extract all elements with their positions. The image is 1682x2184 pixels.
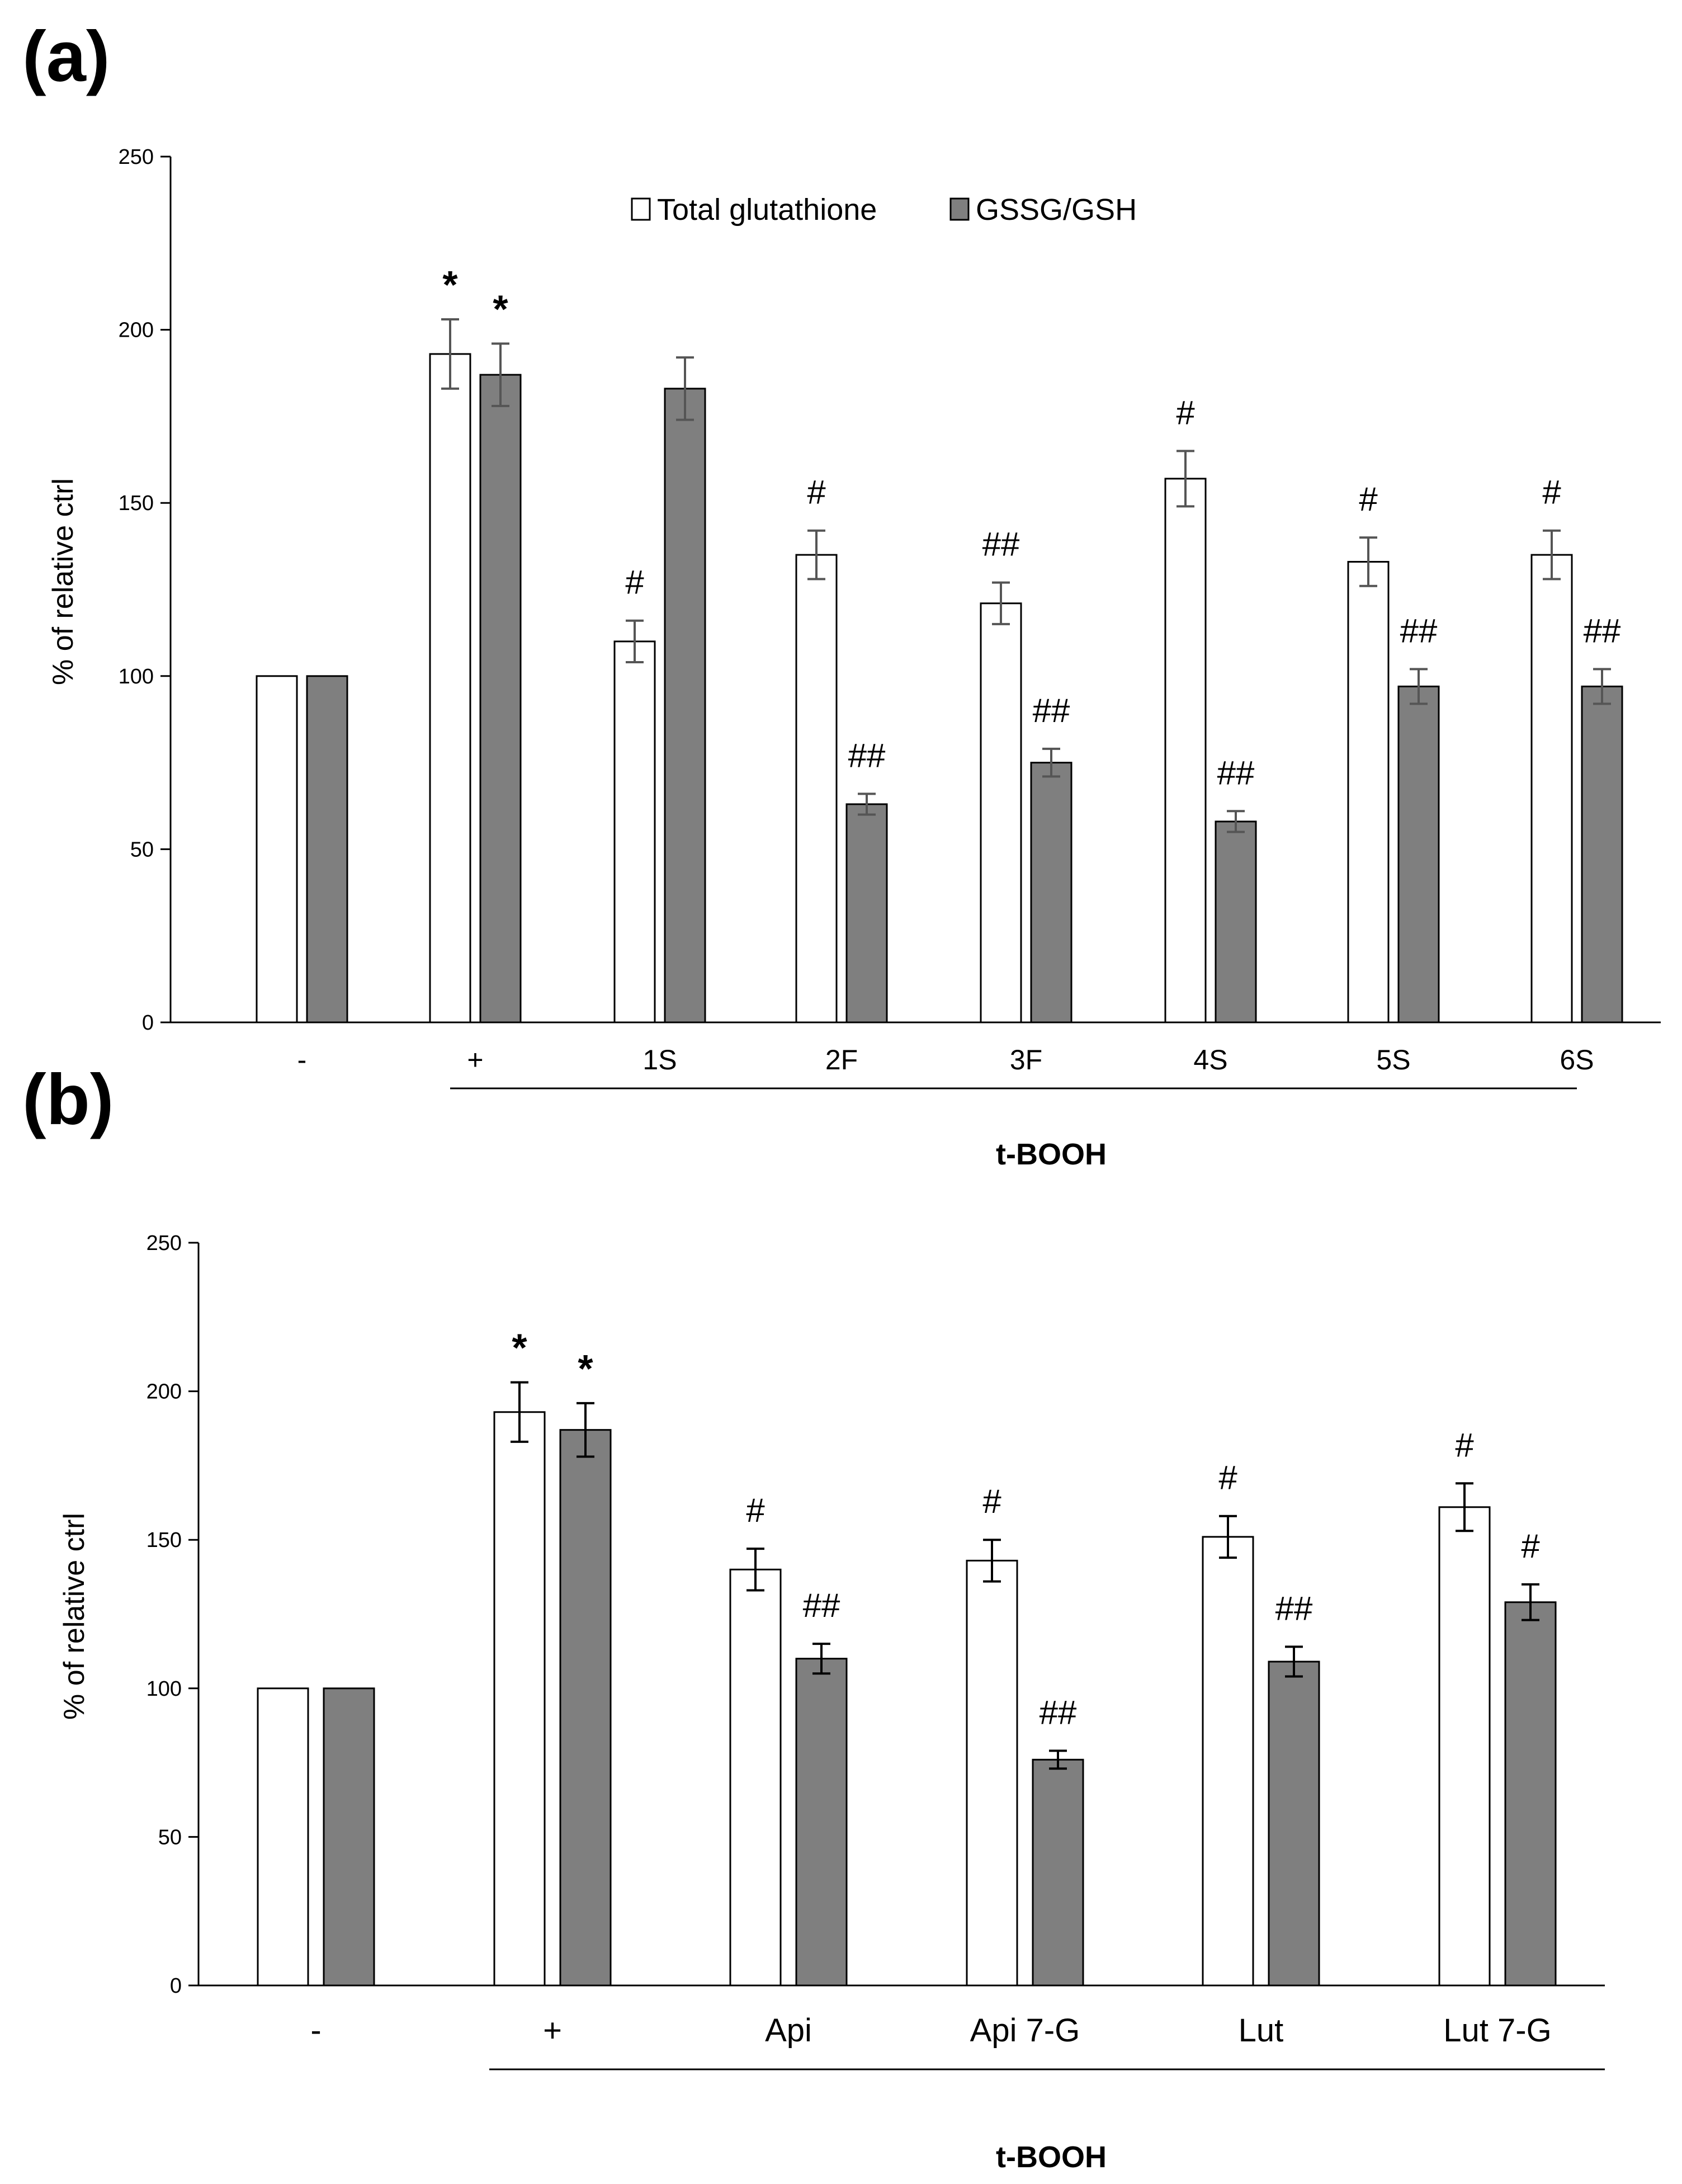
bar-total-glutathione (729, 1568, 782, 1987)
bar-total-glutathione (613, 640, 656, 1023)
bar-gssg-gsh (559, 1429, 612, 1987)
significance-hash: ## (1584, 612, 1621, 649)
bar-total-glutathione (795, 554, 838, 1023)
bar-gssg-gsh (479, 374, 522, 1023)
significance-hash: # (1218, 1459, 1237, 1497)
y-tick-label: 200 (147, 1380, 182, 1404)
significance-hash: ## (1400, 612, 1438, 649)
significance-hash: ## (848, 737, 886, 774)
panel-b-group-label: t-BOOH (996, 2140, 1107, 2174)
significance-hash: ## (982, 526, 1020, 563)
legend-swatch-gssg (949, 197, 970, 221)
significance-hash: # (1521, 1527, 1540, 1565)
bar-total-glutathione (429, 353, 471, 1023)
bar-total-glutathione (1438, 1506, 1491, 1987)
significance-hash: ## (1040, 1694, 1077, 1731)
y-tick-label: 50 (130, 838, 154, 861)
significance-star: * (493, 287, 508, 331)
x-tick-label: - (310, 2012, 321, 2049)
bar-total-glutathione (257, 1687, 309, 1987)
bar-total-glutathione (256, 675, 298, 1023)
legend-swatch-total (631, 197, 651, 221)
significance-star: * (512, 1326, 527, 1370)
x-tick-label: + (543, 2012, 562, 2049)
bar-total-glutathione (980, 602, 1022, 1023)
legend-label-gssg: GSSG/GSH (976, 193, 1137, 227)
significance-hash: # (1542, 474, 1561, 511)
y-tick-label: 0 (170, 1974, 182, 1998)
panel-b-label: (b) (22, 1060, 114, 1140)
significance-star: * (442, 263, 458, 306)
panel-b-ylabel: % of relative ctrl (58, 1513, 91, 1720)
bar-gssg-gsh (1032, 1758, 1084, 1987)
significance-hash: ## (1275, 1589, 1313, 1627)
legend-label-total: Total glutathione (657, 193, 877, 227)
x-tick-label: Lut (1239, 2012, 1284, 2049)
x-tick-label: Api 7-G (970, 2012, 1080, 2049)
significance-hash: # (1359, 480, 1378, 518)
significance-hash: # (807, 474, 826, 511)
y-tick-label: 250 (119, 145, 154, 169)
bar-gssg-gsh (323, 1687, 375, 1987)
significance-hash: # (1176, 394, 1195, 431)
y-tick-label: 200 (119, 319, 154, 342)
panel-a: (a) % of relative ctrl Total glutathione… (22, 17, 1661, 1171)
bar-gssg-gsh (845, 803, 888, 1023)
significance-hash: ## (803, 1587, 840, 1624)
x-tick-label: Lut 7-G (1443, 2012, 1551, 2049)
x-tick-label: 5S (1376, 1044, 1410, 1076)
x-tick-label: Api (765, 2012, 812, 2049)
significance-hash: # (982, 1483, 1001, 1520)
y-tick-label: 150 (119, 492, 154, 515)
x-tick-label: + (467, 1044, 483, 1076)
x-tick-label: - (297, 1044, 307, 1076)
bar-total-glutathione (1347, 560, 1390, 1023)
panel-a-legend: Total glutathione GSSG/GSH (631, 193, 1137, 227)
x-tick-label: 4S (1193, 1044, 1227, 1076)
y-tick-label: 100 (119, 665, 154, 688)
y-tick-label: 250 (147, 1232, 182, 1255)
panel-b: (b) % of relative ctrl 0 50 100 150 200 250 - +… (22, 1060, 1605, 2174)
significance-hash: ## (1217, 754, 1255, 791)
panel-a-ylabel: % of relative ctrl (47, 478, 79, 685)
bar-gssg-gsh (1581, 685, 1623, 1023)
significance-hash: # (625, 564, 644, 601)
y-tick-label: 0 (142, 1011, 154, 1035)
bar-gssg-gsh (1504, 1601, 1557, 1987)
bar-total-glutathione (1164, 478, 1207, 1023)
bar-total-glutathione (493, 1411, 546, 1987)
bar-gssg-gsh (1268, 1661, 1320, 1987)
x-tick-label: 6S (1560, 1044, 1594, 1076)
bar-gssg-gsh (306, 675, 348, 1023)
y-tick-label: 50 (158, 1825, 182, 1849)
panel-a-group-label: t-BOOH (996, 1138, 1107, 1171)
panel-a-label: (a) (22, 17, 110, 97)
bar-gssg-gsh (1030, 762, 1072, 1023)
significance-hash: # (746, 1492, 765, 1529)
bar-total-glutathione (1530, 554, 1573, 1023)
significance-hash: # (1455, 1426, 1474, 1464)
y-tick-label: 150 (147, 1529, 182, 1552)
bar-gssg-gsh (1215, 820, 1257, 1023)
significance-star: * (578, 1347, 593, 1390)
y-tick-label: 100 (147, 1677, 182, 1701)
bar-gssg-gsh (664, 388, 706, 1023)
bar-total-glutathione (966, 1559, 1018, 1987)
x-tick-label: 1S (642, 1044, 677, 1076)
x-tick-label: 2F (825, 1044, 858, 1076)
bar-gssg-gsh (795, 1658, 848, 1987)
bar-total-glutathione (1202, 1536, 1254, 1987)
x-tick-label: 3F (1010, 1044, 1042, 1076)
significance-hash: ## (1033, 692, 1070, 729)
bar-gssg-gsh (1397, 685, 1440, 1023)
